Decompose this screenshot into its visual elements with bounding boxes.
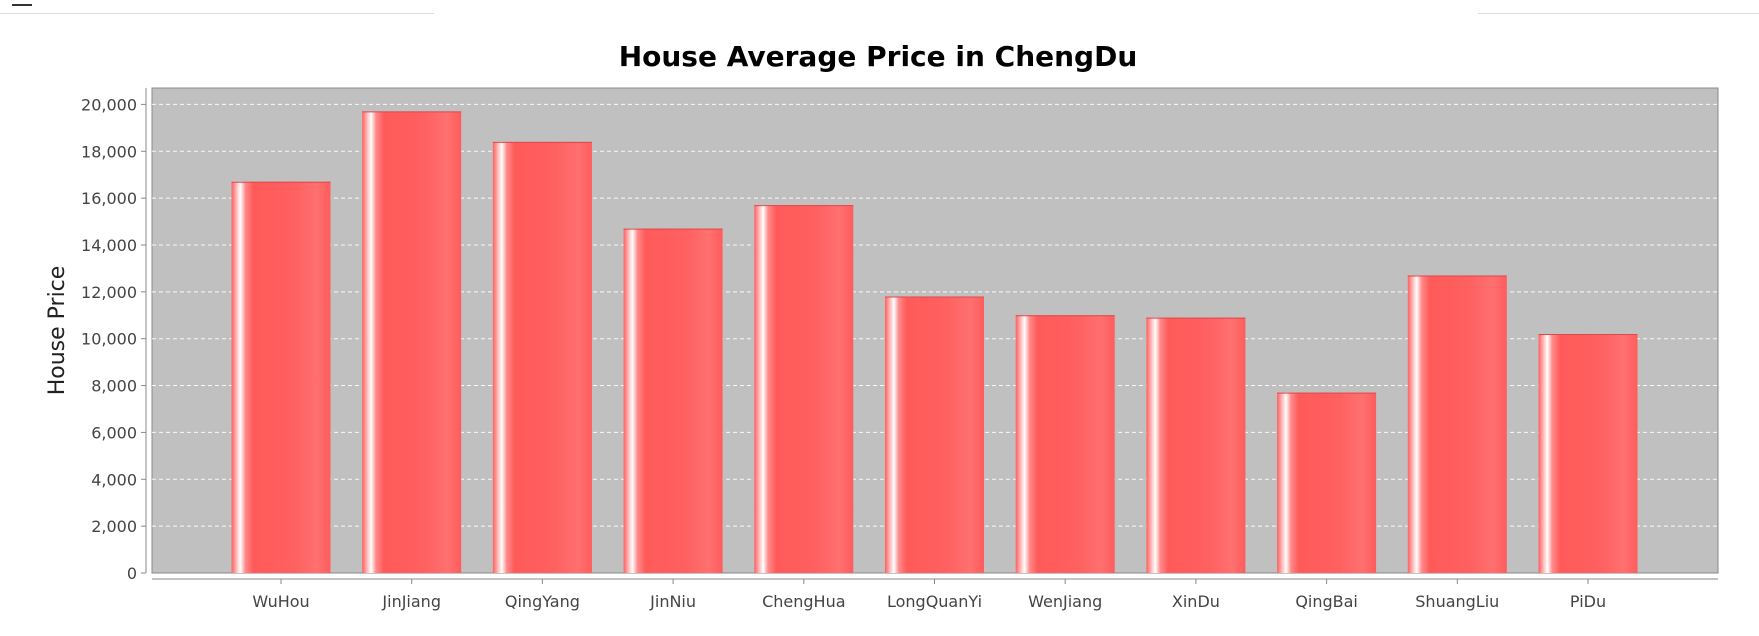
x-tick-label: ShuangLiu bbox=[1415, 592, 1499, 611]
y-tick-label: 20,000 bbox=[81, 95, 137, 114]
y-tick-label: 2,000 bbox=[91, 517, 137, 536]
bar bbox=[885, 296, 984, 573]
x-tick-label: WuHou bbox=[252, 592, 309, 611]
x-tick-label: LongQuanYi bbox=[887, 592, 982, 611]
x-tick-label: QingBai bbox=[1295, 592, 1358, 611]
y-axis-label: House Price bbox=[45, 266, 70, 396]
y-tick-label: 14,000 bbox=[81, 236, 137, 255]
y-tick-label: 4,000 bbox=[91, 470, 137, 489]
bar bbox=[1146, 317, 1246, 573]
y-axis: 0 2,000 4,000 6,000 8,000 10,000 12,000 14,000 1… bbox=[81, 88, 147, 583]
y-tick-label: 0 bbox=[127, 564, 137, 583]
x-tick-label: ChengHua bbox=[762, 592, 845, 611]
x-tick-label: JinNiu bbox=[649, 592, 696, 611]
y-tick-label: 8,000 bbox=[91, 377, 137, 396]
top-toolbar-strip-left bbox=[0, 0, 434, 14]
y-tick-label: 6,000 bbox=[91, 423, 137, 442]
x-axis: WuHou JinJiang QingYang JinNiu ChengHua LongQ… bbox=[152, 578, 1718, 611]
x-tick-label: JinJiang bbox=[381, 592, 441, 611]
bar bbox=[1538, 334, 1638, 573]
chart-title: House Average Price in ChengDu bbox=[619, 40, 1138, 73]
bar bbox=[623, 228, 723, 573]
x-tick-label: WenJiang bbox=[1028, 592, 1102, 611]
bars bbox=[231, 111, 1638, 574]
y-tick-label: 18,000 bbox=[81, 142, 137, 161]
y-tick-label: 10,000 bbox=[81, 330, 137, 349]
x-tick-label: XinDu bbox=[1172, 592, 1220, 611]
bar bbox=[1015, 315, 1115, 573]
bar bbox=[1407, 275, 1507, 573]
y-tick-label: 12,000 bbox=[81, 283, 137, 302]
x-tick-label: QingYang bbox=[505, 592, 580, 611]
bar bbox=[362, 111, 462, 573]
bar bbox=[231, 181, 331, 574]
y-tick-label: 16,000 bbox=[81, 189, 137, 208]
bar bbox=[754, 205, 854, 573]
x-tick-label: PiDu bbox=[1570, 592, 1606, 611]
bar bbox=[1277, 392, 1377, 573]
window-corner-icon bbox=[12, 0, 32, 6]
bar bbox=[492, 141, 592, 573]
top-toolbar-strip-right bbox=[1478, 0, 1759, 14]
